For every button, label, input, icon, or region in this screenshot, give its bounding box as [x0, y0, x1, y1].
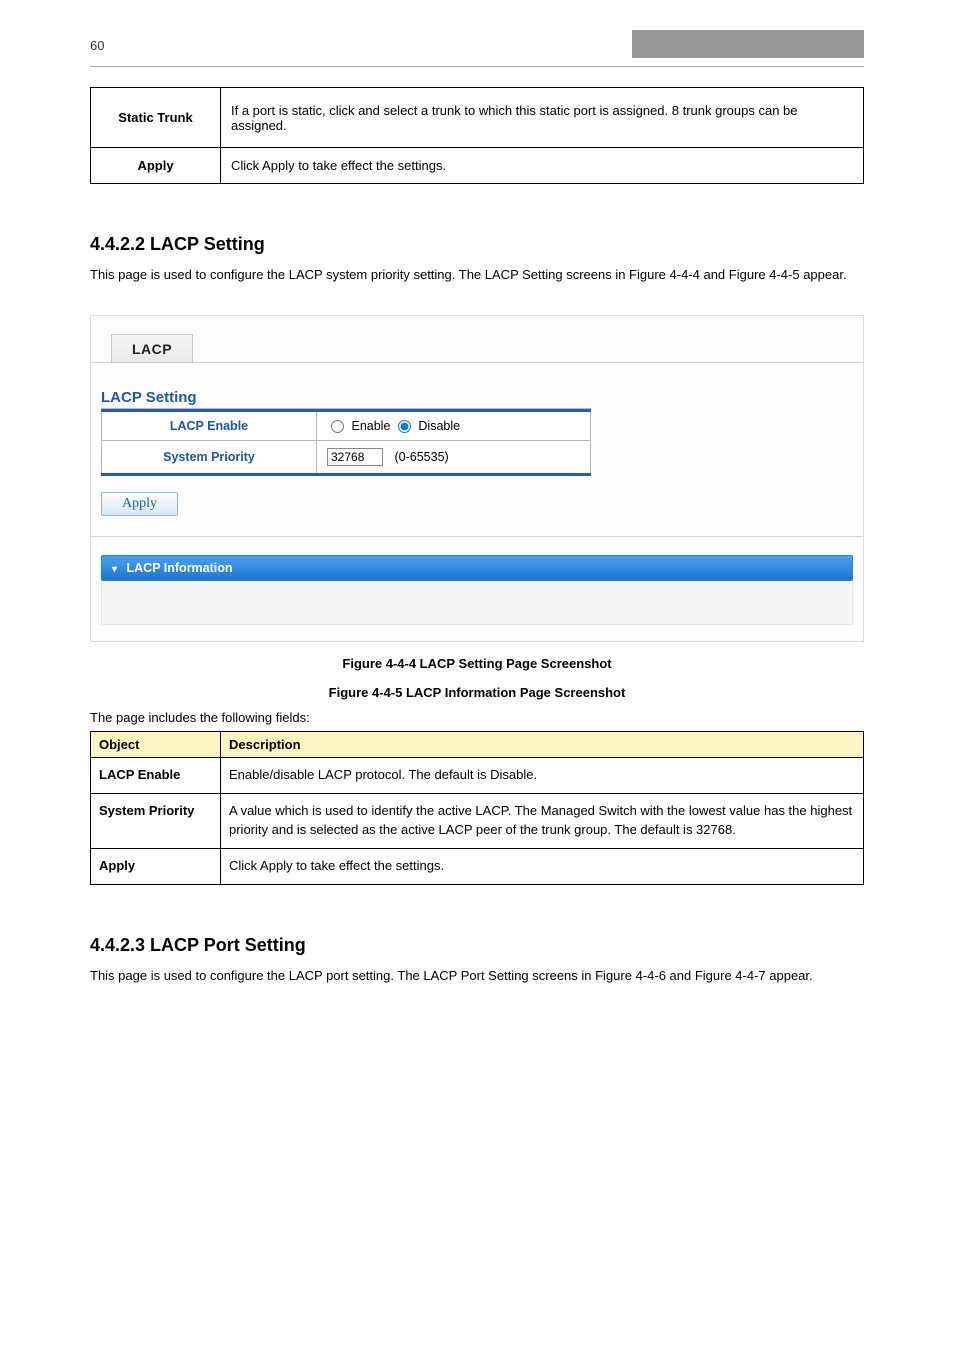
header-rule — [90, 66, 864, 67]
top-continuation-table: Static Trunk If a port is static, click … — [90, 87, 864, 184]
desc-text-0: Enable/disable LACP protocol. The defaul… — [221, 758, 864, 794]
lacp-enable-radio-disable[interactable] — [398, 420, 411, 433]
figure-caption-4-4-5: Figure 4-4-5 LACP Information Page Scree… — [90, 685, 864, 700]
chevron-down-icon: ▾ — [112, 564, 117, 575]
apply-button[interactable]: Apply — [101, 492, 178, 516]
section1-paragraph: This page is used to configure the LACP … — [90, 265, 864, 285]
top-table-label-0: Static Trunk — [91, 88, 221, 148]
desc-text-1: A value which is used to identify the ac… — [221, 794, 864, 849]
section-heading-lacp-setting: 4.4.2.2 LACP Setting — [90, 234, 864, 255]
figure-screenshot-area: LACP LACP Setting LACP Enable Enable Dis… — [90, 315, 864, 642]
fields-intro: The page includes the following fields: — [90, 710, 864, 725]
page-number: 60 — [90, 38, 104, 53]
desc-obj-1: System Priority — [91, 794, 221, 849]
desc-obj-2: Apply — [91, 848, 221, 884]
lacp-enable-text: Enable — [351, 419, 390, 433]
lacp-setting-table: LACP Enable Enable Disable System Priori… — [101, 409, 591, 476]
lacp-information-body — [101, 581, 853, 625]
lacp-information-label: LACP Information — [127, 561, 233, 575]
desc-text-2: Click Apply to take effect the settings. — [221, 848, 864, 884]
top-table-desc-0: If a port is static, click and select a … — [221, 88, 864, 148]
system-priority-input[interactable] — [327, 448, 383, 466]
lacp-enable-cell: Enable Disable — [317, 411, 591, 441]
lacp-disable-text: Disable — [418, 419, 460, 433]
system-priority-range: (0-65535) — [394, 450, 448, 464]
lacp-enable-radio-enable[interactable] — [331, 420, 344, 433]
section2-paragraph: This page is used to configure the LACP … — [90, 966, 864, 986]
top-table-label-1: Apply — [91, 148, 221, 184]
section-heading-lacp-port-setting: 4.4.2.3 LACP Port Setting — [90, 935, 864, 956]
top-table-desc-1: Click Apply to take effect the settings. — [221, 148, 864, 184]
figure-caption-4-4-4: Figure 4-4-4 LACP Setting Page Screensho… — [90, 656, 864, 671]
header-grey-box — [632, 30, 864, 58]
system-priority-cell: (0-65535) — [317, 441, 591, 475]
system-priority-label: System Priority — [102, 441, 317, 475]
desc-header-description: Description — [221, 732, 864, 758]
tab-lacp[interactable]: LACP — [111, 334, 193, 362]
lacp-information-bar[interactable]: ▾ LACP Information — [101, 555, 853, 581]
lacp-setting-subheading: LACP Setting — [101, 389, 863, 406]
desc-obj-0: LACP Enable — [91, 758, 221, 794]
figure-divider — [91, 536, 863, 537]
tab-row: LACP — [91, 334, 863, 363]
desc-header-object: Object — [91, 732, 221, 758]
lacp-enable-label: LACP Enable — [102, 411, 317, 441]
field-description-table: Object Description LACP Enable Enable/di… — [90, 731, 864, 884]
